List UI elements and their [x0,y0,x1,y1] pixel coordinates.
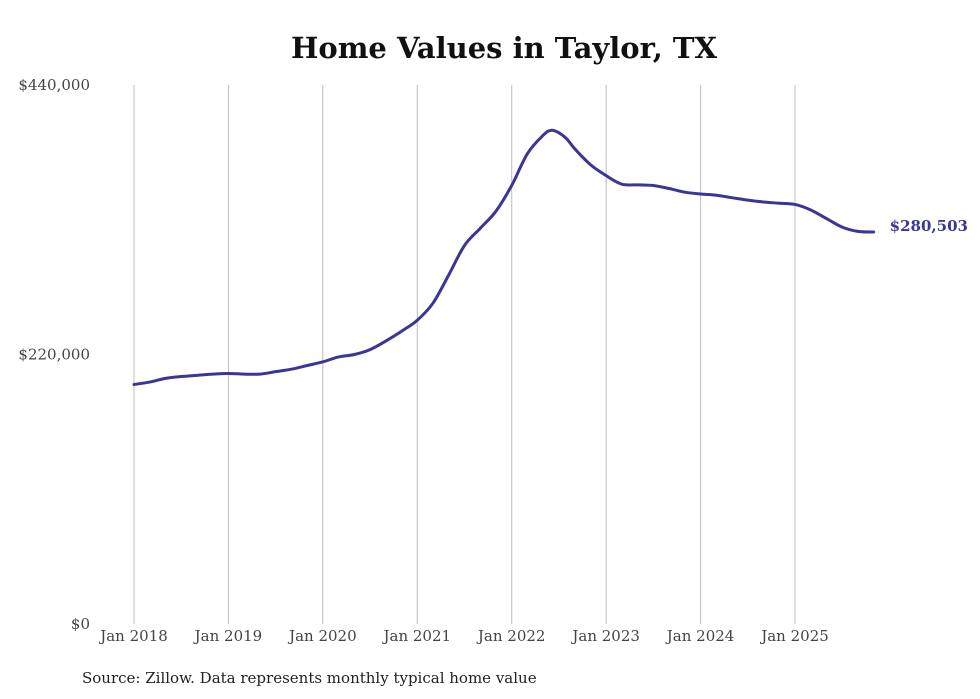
chart-title: Home Values in Taylor, TX [291,31,718,65]
x-tick-label: Jan 2024 [665,627,735,645]
x-axis: Jan 2018 Jan 2019 Jan 2020 Jan 2021 Jan 2022… [98,627,829,645]
y-tick-label: $220,000 [18,346,90,364]
series-layer: $280,503 [132,128,968,387]
x-tick-label: Jan 2020 [287,627,357,645]
x-tick-label: Jan 2018 [98,627,168,645]
end-value-label: $280,503 [890,217,968,235]
y-axis: $0 $220,000 $440,000 [18,76,90,633]
source-note: Source: Zillow. Data represents monthly … [82,669,537,687]
y-tick-label: $0 [71,615,90,633]
series-line-0 [132,128,876,387]
x-tick-label: Jan 2023 [570,627,640,645]
x-tick-label: Jan 2025 [759,627,829,645]
x-tick-label: Jan 2022 [476,627,546,645]
x-tick-label: Jan 2019 [193,627,263,645]
grid-layer [133,85,796,624]
x-tick-label: Jan 2021 [382,627,452,645]
y-tick-label: $440,000 [18,76,90,94]
